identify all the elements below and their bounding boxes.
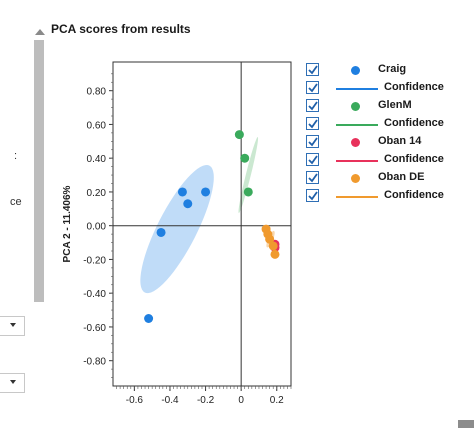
checkmark-icon [308, 65, 318, 75]
legend-item[interactable]: Confidence [306, 188, 471, 206]
legend-checkbox[interactable] [306, 189, 319, 202]
legend-item[interactable]: Confidence [306, 116, 471, 134]
legend-item[interactable]: Oban 14 [306, 134, 471, 152]
data-point [234, 130, 244, 140]
x-tick-label: -0.4 [161, 395, 179, 406]
checkmark-icon [308, 155, 318, 165]
confidence-ellipse [238, 137, 259, 214]
legend-marker-line-icon [336, 124, 378, 126]
checkmark-icon [308, 83, 318, 93]
legend-label: GlenM [378, 99, 412, 111]
y-tick-label: -0.40 [83, 289, 106, 300]
x-tick-label: 0 [238, 395, 244, 406]
legend-marker-dot-icon [351, 102, 360, 111]
legend-marker-dot-icon [351, 138, 360, 147]
y-axis-label: PCA 2 - 11.406% [62, 185, 73, 262]
legend-checkbox[interactable] [306, 63, 319, 76]
data-point [270, 249, 280, 259]
y-tick-label: -0.60 [83, 323, 106, 334]
legend-label: Oban DE [378, 171, 425, 183]
scroll-up-arrow-icon[interactable] [35, 29, 45, 35]
legend-checkbox[interactable] [306, 153, 319, 166]
legend-label: Confidence [384, 189, 444, 201]
data-point [268, 241, 278, 251]
checkmark-icon [308, 173, 318, 183]
legend-item[interactable]: Craig [306, 62, 471, 80]
confidence-ellipse [140, 165, 214, 294]
data-point [201, 187, 211, 197]
checkmark-icon [308, 119, 318, 129]
dropdown-stub[interactable] [0, 373, 25, 393]
legend-checkbox[interactable] [306, 117, 319, 130]
data-point [144, 314, 154, 323]
legend-marker-dot-icon [351, 66, 360, 75]
y-tick-label: 0.40 [87, 154, 107, 165]
checkmark-icon [308, 191, 318, 201]
legend-label: Oban 14 [378, 135, 422, 147]
dropdown-stub[interactable] [0, 316, 25, 336]
legend-checkbox[interactable] [306, 171, 319, 184]
legend-label: Confidence [384, 117, 444, 129]
chart-legend: Craig Confidence GlenM Confidence Oban 14 Con… [306, 62, 471, 206]
scrollbar-thumb[interactable] [34, 40, 44, 302]
legend-label: Craig [378, 63, 407, 75]
chevron-down-icon [10, 380, 16, 384]
data-point [156, 227, 166, 237]
resize-grip[interactable] [458, 420, 474, 428]
legend-checkbox[interactable] [306, 81, 319, 94]
checkmark-icon [308, 101, 318, 111]
y-tick-label: 0.60 [87, 120, 107, 131]
data-point [240, 153, 250, 163]
legend-item[interactable]: Oban DE [306, 170, 471, 188]
legend-item[interactable]: Confidence [306, 152, 471, 170]
legend-marker-line-icon [336, 196, 378, 198]
legend-item[interactable]: GlenM [306, 98, 471, 116]
legend-checkbox[interactable] [306, 99, 319, 112]
legend-label: Confidence [384, 153, 444, 165]
checkmark-icon [308, 137, 318, 147]
data-point [183, 199, 193, 209]
legend-marker-line-icon [336, 160, 378, 162]
clipped-label-fragment: : [14, 150, 18, 162]
legend-marker-dot-icon [351, 174, 360, 183]
x-tick-label: -0.2 [197, 395, 215, 406]
y-tick-label: 0.80 [87, 87, 107, 98]
data-point [243, 187, 253, 197]
y-tick-label: -0.80 [83, 357, 106, 368]
clipped-label-fragment: ce [10, 196, 22, 208]
data-point [265, 234, 275, 244]
plot-frame [112, 61, 292, 387]
x-tick-label: -0.6 [126, 395, 144, 406]
legend-label: Confidence [384, 81, 444, 93]
y-tick-label: 0.20 [87, 188, 107, 199]
chevron-down-icon [10, 323, 16, 327]
data-point [177, 187, 187, 197]
y-tick-label: -0.20 [83, 255, 106, 266]
legend-item[interactable]: Confidence [306, 80, 471, 98]
panel-title: PCA scores from results [51, 22, 191, 36]
legend-checkbox[interactable] [306, 135, 319, 148]
y-tick-label: 0.00 [87, 222, 107, 233]
x-tick-label: 0.2 [270, 395, 284, 406]
legend-marker-line-icon [336, 88, 378, 90]
